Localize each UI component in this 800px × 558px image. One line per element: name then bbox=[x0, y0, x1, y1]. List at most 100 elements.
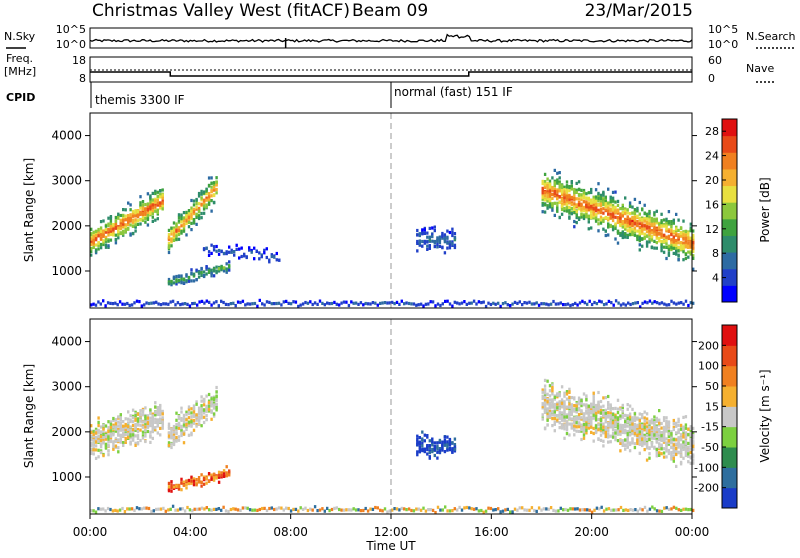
data-cell bbox=[648, 299, 652, 303]
data-cell bbox=[611, 225, 615, 229]
data-cell bbox=[551, 176, 554, 180]
data-cell bbox=[258, 251, 261, 255]
data-cell bbox=[633, 418, 637, 422]
data-cell bbox=[117, 216, 120, 220]
data-cell bbox=[573, 404, 576, 408]
data-cell bbox=[607, 427, 610, 431]
data-cell bbox=[217, 470, 221, 474]
data-cell bbox=[197, 191, 201, 196]
data-cell bbox=[590, 418, 593, 422]
data-cell bbox=[594, 424, 598, 428]
data-cell bbox=[616, 431, 620, 436]
data-cell bbox=[655, 236, 658, 240]
data-cell bbox=[107, 239, 110, 243]
data-cell bbox=[431, 239, 434, 243]
data-cell bbox=[180, 429, 183, 433]
data-cell bbox=[609, 209, 612, 213]
data-cell bbox=[421, 444, 424, 448]
data-cell bbox=[543, 210, 547, 214]
data-cell bbox=[609, 207, 612, 211]
data-cell bbox=[104, 243, 108, 247]
data-cell bbox=[451, 450, 454, 454]
data-cell bbox=[568, 185, 571, 190]
data-cell bbox=[446, 435, 449, 439]
data-cell bbox=[599, 433, 603, 437]
data-cell bbox=[597, 229, 600, 233]
data-cell bbox=[304, 300, 307, 305]
data-cell bbox=[436, 441, 439, 445]
data-cell bbox=[624, 423, 627, 427]
data-cell bbox=[660, 219, 663, 223]
data-cell bbox=[565, 420, 569, 424]
data-cell bbox=[202, 198, 206, 202]
data-cell bbox=[258, 257, 261, 261]
data-cell bbox=[602, 192, 605, 196]
data-cell bbox=[565, 190, 569, 194]
data-cell bbox=[431, 300, 435, 304]
data-cell bbox=[212, 405, 216, 410]
data-cell bbox=[513, 300, 517, 304]
data-cell bbox=[511, 510, 514, 514]
data-cell bbox=[217, 267, 221, 271]
data-cell bbox=[415, 303, 418, 307]
data-cell bbox=[660, 249, 663, 253]
data-cell bbox=[667, 428, 671, 432]
data-cell bbox=[692, 229, 695, 233]
data-cell bbox=[653, 507, 656, 511]
colorbar-tick-label: -200 bbox=[694, 482, 719, 495]
data-cell bbox=[677, 245, 680, 249]
data-cell bbox=[421, 232, 424, 236]
data-cell bbox=[553, 397, 556, 401]
data-cell bbox=[682, 415, 685, 419]
data-cell bbox=[573, 419, 576, 423]
y-tick-label: 4000 bbox=[51, 129, 82, 143]
data-cell bbox=[129, 203, 132, 207]
data-cell bbox=[655, 451, 658, 455]
data-cell bbox=[672, 451, 675, 455]
data-cell bbox=[653, 239, 656, 243]
data-cell bbox=[662, 222, 666, 226]
data-cell bbox=[92, 448, 95, 452]
data-cell bbox=[205, 299, 208, 303]
data-cell bbox=[187, 433, 191, 437]
data-cell bbox=[109, 301, 112, 305]
data-cell bbox=[180, 229, 183, 234]
data-cell bbox=[244, 506, 247, 510]
data-cell bbox=[585, 411, 588, 415]
data-cell bbox=[631, 222, 634, 226]
data-cell bbox=[631, 205, 634, 209]
data-cell bbox=[121, 506, 124, 511]
data-cell bbox=[582, 194, 586, 198]
data-cell bbox=[570, 404, 573, 408]
data-cell bbox=[167, 242, 171, 246]
data-cell bbox=[418, 442, 421, 446]
data-cell bbox=[540, 508, 543, 512]
data-cell bbox=[268, 300, 271, 304]
data-cell bbox=[270, 506, 273, 510]
colorbar-segment bbox=[722, 467, 737, 489]
data-cell bbox=[577, 197, 581, 201]
y-tick-label: 2000 bbox=[51, 425, 82, 439]
data-cell bbox=[127, 214, 130, 218]
data-cell bbox=[297, 509, 300, 513]
data-cell bbox=[114, 241, 118, 245]
data-cell bbox=[568, 405, 571, 409]
data-cell bbox=[167, 489, 171, 493]
data-cell bbox=[636, 235, 639, 239]
data-cell bbox=[436, 236, 439, 240]
data-cell bbox=[182, 281, 186, 285]
data-cell bbox=[580, 427, 583, 432]
data-cell bbox=[624, 414, 627, 418]
data-cell bbox=[604, 208, 607, 212]
data-cell bbox=[258, 507, 261, 512]
data-cell bbox=[170, 229, 173, 234]
data-cell bbox=[187, 209, 191, 213]
data-cell bbox=[190, 206, 193, 210]
data-cell bbox=[670, 244, 673, 248]
data-cell bbox=[565, 415, 569, 419]
data-cell bbox=[228, 260, 231, 264]
data-cell bbox=[90, 434, 93, 438]
data-cell bbox=[205, 187, 208, 191]
data-cell bbox=[109, 227, 113, 231]
data-cell bbox=[604, 396, 607, 400]
